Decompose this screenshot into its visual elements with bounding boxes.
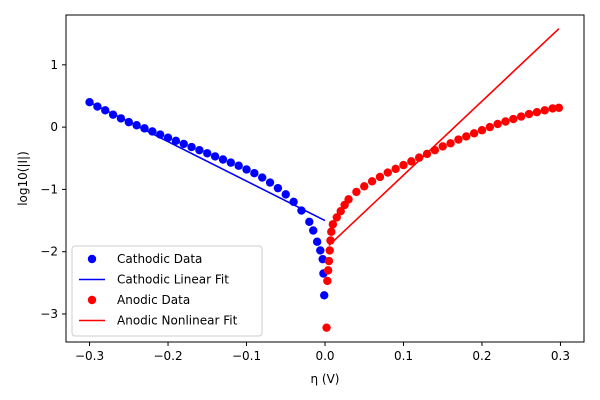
anodic-data-point [554,103,564,113]
cathodic-data-point [195,145,204,155]
anodic-data-point [375,172,385,182]
anodic-data-point [414,153,424,162]
plot-area [85,28,564,332]
anodic-data-point [367,177,377,186]
y-axis-label: log10(|I|) [16,151,30,206]
cathodic-data-point [316,246,325,255]
anodic-data-point [430,145,440,155]
y-tick-label: −1 [40,182,58,196]
anodic-data-series [322,103,564,332]
anodic-data-point [323,276,332,286]
anodic-data-point [532,107,542,117]
anodic-data-point [485,122,495,132]
cathodic-data-point [234,161,243,170]
y-tick-label: −2 [40,245,58,259]
legend-marker [87,295,97,305]
y-tick-label: −3 [40,307,58,321]
cathodic-data-point [312,237,322,246]
cathodic-data-point [179,139,188,149]
anodic-data-point [322,323,331,332]
cathodic-data-point [242,165,251,174]
data-layer [85,28,564,332]
anodic-data-point [336,207,345,216]
cathodic-linear-fit-line [89,101,326,222]
cathodic-data-point [250,169,259,178]
legend-item-anodic-data: Anodic Data [87,293,190,307]
cathodic-data-point [258,173,267,182]
cathodic-data-point [273,183,283,193]
cathodic-data-point [171,136,181,146]
anodic-data-point [540,106,549,115]
legend-label: Cathodic Linear Fit [117,273,229,287]
legend-marker [87,254,97,264]
anodic-data-point [462,132,471,141]
anodic-data-point [383,168,392,177]
x-tick-label: 0.1 [394,349,413,363]
anodic-data-point [501,117,510,126]
anodic-data-point [332,213,341,222]
cathodic-data-point [265,178,275,187]
anodic-data-point [324,256,334,266]
y-tick-label: 0 [50,120,58,134]
cathodic-linear-fit-series [89,101,326,222]
cathodic-data-point [226,158,236,167]
legend-label: Cathodic Data [117,252,202,266]
cathodic-data-point [218,155,228,164]
anodic-data-point [328,220,338,229]
axes: −0.3 −0.2 −0.1 0.0 0.1 0.2 0.3 1 0 −1 −2 −3 [40,14,585,363]
anodic-data-point [548,104,557,113]
legend-item-anodic-nonlinear-fit: Anodic Nonlinear Fit [79,314,238,328]
anodic-data-point [407,157,416,166]
cathodic-data-point [320,291,329,300]
anodic-data-point [469,129,479,138]
anodic-data-point [327,227,336,236]
x-tick-label: 0.2 [472,349,491,363]
anodic-data-point [477,126,487,135]
cathodic-data-point [305,217,314,226]
y-tick-label: 1 [50,58,58,72]
x-tick-label: −0.2 [153,349,182,363]
anodic-nonlinear-fit-line [328,28,560,247]
anodic-data-point [446,139,455,148]
cathodic-data-point [281,190,290,199]
anodic-data-point [454,135,463,144]
cathodic-data-point [187,142,196,152]
legend: Cathodic Data Cathodic Linear Fit Anodic D… [71,245,263,337]
cathodic-data-point [203,149,212,158]
anodic-data-point [391,164,400,174]
anodic-data-point [517,112,526,121]
anodic-data-point [325,246,334,255]
x-axis-label: η (V) [311,372,340,386]
anodic-data-point [352,187,361,197]
anodic-data-point [438,142,447,151]
legend-label: Anodic Data [117,293,190,307]
anodic-nonlinear-fit-series [328,28,560,247]
legend-item-cathodic-linear-fit: Cathodic Linear Fit [79,273,229,287]
anodic-data-point [493,119,502,129]
x-tick-label: 0.0 [315,349,334,363]
legend-label: Anodic Nonlinear Fit [117,314,238,328]
x-tick-label: −0.1 [232,349,261,363]
cathodic-data-point [210,152,220,161]
legend-box [71,245,263,337]
anodic-data-point [323,266,333,275]
x-tick-label: −0.3 [75,349,104,363]
cathodic-data-point [309,226,318,235]
x-tick-label: 0.3 [551,349,570,363]
anodic-data-point [509,114,518,124]
anodic-data-point [360,182,369,191]
anodic-data-point [344,195,353,204]
legend-item-cathodic-data: Cathodic Data [87,252,202,266]
anodic-data-point [524,109,534,119]
anodic-data-point [399,160,408,170]
